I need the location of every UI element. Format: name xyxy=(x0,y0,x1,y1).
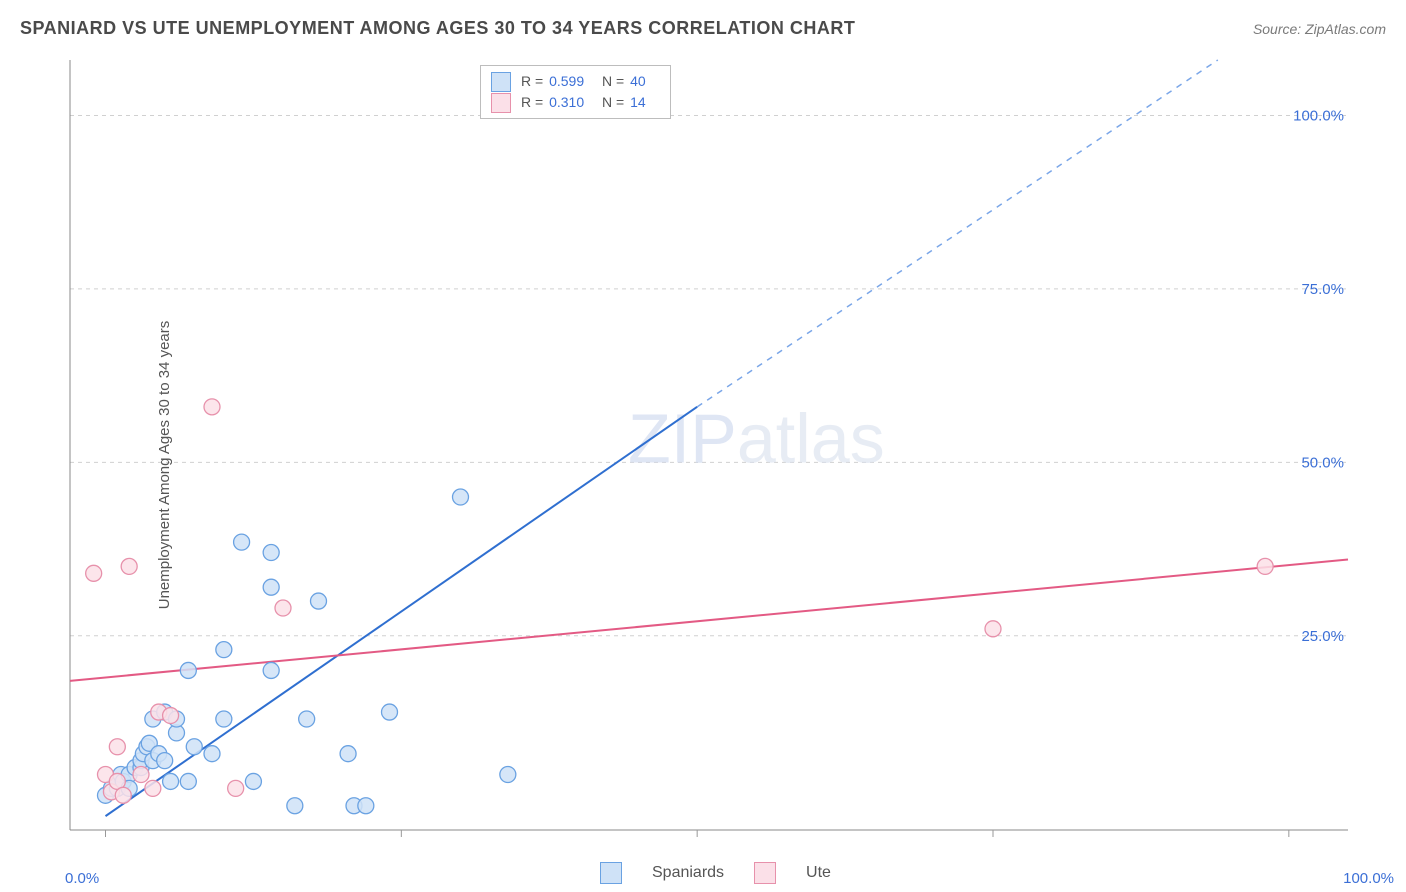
y-axis-label: Unemployment Among Ages 30 to 34 years xyxy=(156,321,173,610)
svg-text:75.0%: 75.0% xyxy=(1301,281,1344,298)
chart-title: SPANIARD VS UTE UNEMPLOYMENT AMONG AGES … xyxy=(20,18,855,39)
stats-legend-row: R = 0.599 N = 40 xyxy=(491,71,660,92)
swatch-icon xyxy=(600,862,622,884)
x-axis-max-label: 100.0% xyxy=(1343,870,1394,887)
swatch-icon xyxy=(754,862,776,884)
series-legend-label: Spaniards xyxy=(652,864,724,882)
stats-legend: R = 0.599 N = 40 R = 0.310 N = 14 xyxy=(480,65,671,119)
scatter-chart: 25.0% 50.0% 75.0% 100.0% ZIPatlas xyxy=(50,55,1390,875)
chart-container: Unemployment Among Ages 30 to 34 years 2… xyxy=(50,55,1390,875)
x-axis-min-label: 0.0% xyxy=(65,870,99,887)
source-label: Source: ZipAtlas.com xyxy=(1253,21,1386,37)
svg-text:ZIPatlas: ZIPatlas xyxy=(628,399,885,477)
svg-text:25.0%: 25.0% xyxy=(1301,628,1344,645)
swatch-icon xyxy=(491,93,511,113)
svg-text:50.0%: 50.0% xyxy=(1301,454,1344,471)
series-legend: Spaniards Ute xyxy=(600,862,831,884)
stats-legend-row: R = 0.310 N = 14 xyxy=(491,92,660,113)
series-legend-label: Ute xyxy=(806,864,831,882)
swatch-icon xyxy=(491,72,511,92)
svg-text:100.0%: 100.0% xyxy=(1293,107,1344,124)
